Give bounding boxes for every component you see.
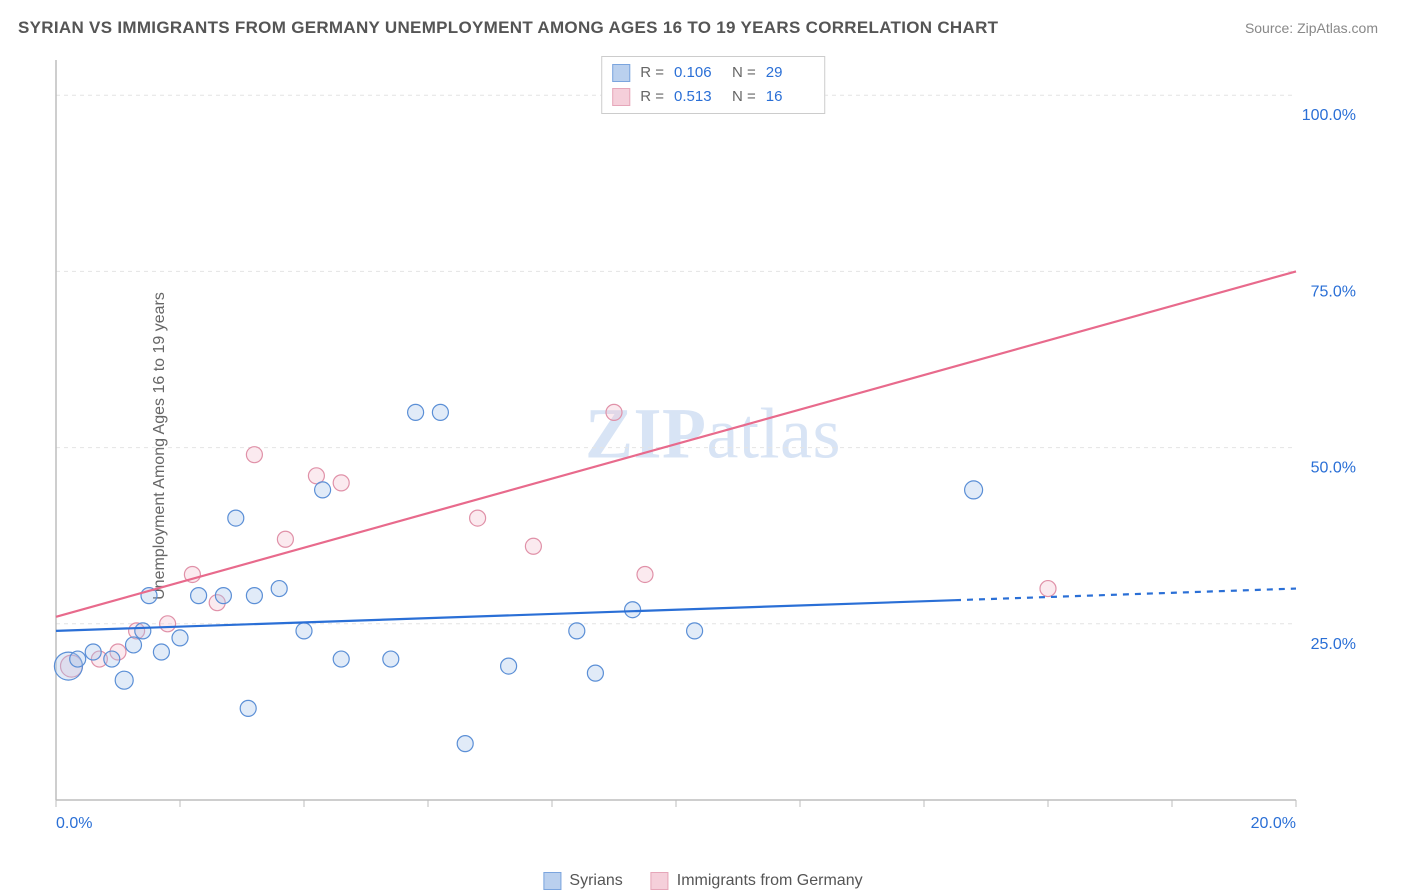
y-tick-label: 75.0% (1311, 283, 1356, 300)
legend-item: Immigrants from Germany (651, 872, 863, 890)
stats-legend-row: R = 0.513 N = 16 (612, 85, 814, 109)
legend-swatch (612, 88, 630, 106)
chart-area: ZIPatlas 25.0%50.0%75.0%100.0%0.0%20.0% … (48, 56, 1378, 844)
data-point (246, 588, 262, 604)
data-point (172, 630, 188, 646)
y-tick-label: 50.0% (1311, 460, 1356, 477)
data-point (153, 644, 169, 660)
data-point (296, 623, 312, 639)
data-point (432, 404, 448, 420)
data-point (126, 637, 142, 653)
data-point (569, 623, 585, 639)
data-point (115, 671, 133, 689)
n-value: 16 (766, 85, 814, 109)
n-label: N = (732, 85, 756, 109)
n-value: 29 (766, 61, 814, 85)
data-point (333, 475, 349, 491)
data-point (965, 481, 983, 499)
data-point (104, 651, 120, 667)
data-point (470, 510, 486, 526)
stats-legend-row: R = 0.106 N = 29 (612, 61, 814, 85)
data-point (1040, 581, 1056, 597)
data-point (240, 700, 256, 716)
data-point (215, 588, 231, 604)
data-point (606, 404, 622, 420)
legend-swatch (612, 64, 630, 82)
chart-title: SYRIAN VS IMMIGRANTS FROM GERMANY UNEMPL… (18, 18, 998, 38)
r-label: R = (640, 61, 664, 85)
data-point (246, 447, 262, 463)
data-point (587, 665, 603, 681)
trend-line-dashed (955, 589, 1296, 601)
data-point (228, 510, 244, 526)
series-legend: Syrians Immigrants from Germany (543, 872, 862, 890)
data-point (277, 531, 293, 547)
n-label: N = (732, 61, 756, 85)
data-point (687, 623, 703, 639)
data-point (70, 651, 86, 667)
data-point (457, 736, 473, 752)
r-value: 0.513 (674, 85, 722, 109)
data-point (160, 616, 176, 632)
legend-swatch (543, 872, 561, 890)
scatter-plot-svg: 25.0% 50.0% 75.0% 100.0% 0.0% 20.0% (48, 56, 1378, 844)
r-label: R = (640, 85, 664, 109)
trend-line (56, 600, 955, 631)
legend-swatch (651, 872, 669, 890)
data-point (383, 651, 399, 667)
r-value: 0.106 (674, 61, 722, 85)
data-point (271, 581, 287, 597)
x-tick-label: 0.0% (56, 815, 92, 832)
trend-line (56, 271, 1296, 616)
data-point (625, 602, 641, 618)
data-point (637, 566, 653, 582)
legend-item: Syrians (543, 872, 622, 890)
data-point (408, 404, 424, 420)
y-tick-label: 100.0% (1302, 107, 1356, 124)
data-point (315, 482, 331, 498)
data-point (333, 651, 349, 667)
data-point (525, 538, 541, 554)
legend-label: Immigrants from Germany (677, 872, 863, 890)
data-point (191, 588, 207, 604)
data-point (135, 623, 151, 639)
y-tick-label: 25.0% (1311, 636, 1356, 653)
data-point (85, 644, 101, 660)
data-point (501, 658, 517, 674)
stats-legend: R = 0.106 N = 29 R = 0.513 N = 16 (601, 56, 825, 114)
source-attribution: Source: ZipAtlas.com (1245, 20, 1378, 36)
legend-label: Syrians (569, 872, 622, 890)
x-tick-label: 20.0% (1251, 815, 1296, 832)
